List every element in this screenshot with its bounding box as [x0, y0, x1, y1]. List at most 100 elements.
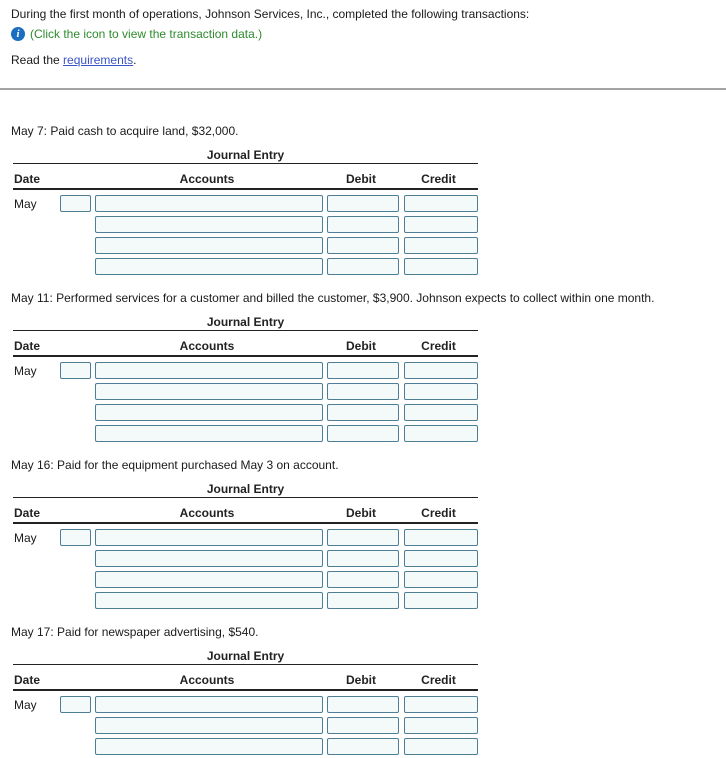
credit-input[interactable]: [404, 195, 478, 212]
credit-input[interactable]: [404, 571, 478, 588]
journal-entry-table: Journal Entry Date Accounts Debit Credit…: [13, 148, 478, 275]
debit-input[interactable]: [327, 362, 399, 379]
credit-input[interactable]: [404, 550, 478, 567]
account-input[interactable]: [95, 592, 323, 609]
table-header-rule: [13, 689, 478, 691]
account-input[interactable]: [95, 258, 323, 275]
credit-input[interactable]: [404, 383, 478, 400]
table-row: [13, 404, 478, 421]
table-top-rule: [13, 497, 478, 498]
table-header-row: Date Accounts Debit Credit: [13, 339, 478, 353]
account-input[interactable]: [95, 237, 323, 254]
debit-input[interactable]: [327, 529, 399, 546]
transactions-container: May 7: Paid cash to acquire land, $32,00…: [0, 123, 726, 758]
table-header-rule: [13, 355, 478, 357]
requirements-link[interactable]: requirements: [63, 53, 134, 67]
column-header-accounts: Accounts: [179, 506, 235, 520]
table-row: [13, 550, 478, 567]
table-row: [13, 425, 478, 442]
debit-input[interactable]: [327, 550, 399, 567]
column-header-date: Date: [14, 339, 41, 353]
transaction-section: May 11: Performed services for a custome…: [0, 290, 726, 442]
section-divider: [0, 88, 726, 90]
account-input[interactable]: [95, 362, 323, 379]
debit-input[interactable]: [327, 383, 399, 400]
table-row: [13, 383, 478, 400]
column-header-accounts: Accounts: [179, 673, 235, 687]
credit-input[interactable]: [404, 529, 478, 546]
column-header-credit: Credit: [421, 506, 456, 520]
transaction-section: May 16: Paid for the equipment purchased…: [0, 457, 726, 609]
account-input[interactable]: [95, 696, 323, 713]
table-row: [13, 258, 478, 275]
column-header-debit: Debit: [346, 673, 376, 687]
account-input[interactable]: [95, 717, 323, 734]
day-input[interactable]: [60, 696, 91, 713]
debit-input[interactable]: [327, 571, 399, 588]
account-input[interactable]: [95, 404, 323, 421]
transaction-prompt: May 11: Performed services for a custome…: [11, 291, 655, 305]
debit-input[interactable]: [327, 216, 399, 233]
table-row: [13, 237, 478, 254]
intro-text: During the first month of operations, Jo…: [11, 7, 530, 21]
account-input[interactable]: [95, 195, 323, 212]
account-input[interactable]: [95, 738, 323, 755]
column-header-accounts: Accounts: [179, 339, 235, 353]
debit-input[interactable]: [327, 195, 399, 212]
credit-input[interactable]: [404, 738, 478, 755]
table-row: May: [13, 362, 478, 379]
table-top-rule: [13, 330, 478, 331]
account-input[interactable]: [95, 216, 323, 233]
month-label: May: [14, 697, 37, 712]
table-top-rule: [13, 664, 478, 665]
table-header-row: Date Accounts Debit Credit: [13, 673, 478, 687]
intro-section: During the first month of operations, Jo…: [0, 0, 726, 68]
icon-caption: (Click the icon to view the transaction …: [30, 27, 263, 41]
debit-input[interactable]: [327, 738, 399, 755]
journal-entry-table: Journal Entry Date Accounts Debit Credit…: [13, 649, 478, 758]
transaction-prompt: May 7: Paid cash to acquire land, $32,00…: [11, 124, 239, 138]
table-rows: May: [13, 362, 478, 442]
account-input[interactable]: [95, 529, 323, 546]
credit-input[interactable]: [404, 696, 478, 713]
account-input[interactable]: [95, 383, 323, 400]
account-input[interactable]: [95, 571, 323, 588]
journal-entry-title: Journal Entry: [206, 315, 285, 329]
transaction-section: May 17: Paid for newspaper advertising, …: [0, 624, 726, 758]
debit-input[interactable]: [327, 696, 399, 713]
credit-input[interactable]: [404, 717, 478, 734]
credit-input[interactable]: [404, 362, 478, 379]
credit-input[interactable]: [404, 404, 478, 421]
debit-input[interactable]: [327, 592, 399, 609]
day-input[interactable]: [60, 195, 91, 212]
credit-input[interactable]: [404, 237, 478, 254]
table-row: [13, 738, 478, 755]
column-header-date: Date: [14, 172, 41, 186]
debit-input[interactable]: [327, 425, 399, 442]
debit-input[interactable]: [327, 258, 399, 275]
account-input[interactable]: [95, 425, 323, 442]
account-input[interactable]: [95, 550, 323, 567]
credit-input[interactable]: [404, 592, 478, 609]
column-header-date: Date: [14, 506, 41, 520]
info-icon[interactable]: i: [11, 27, 25, 41]
column-header-debit: Debit: [346, 506, 376, 520]
credit-input[interactable]: [404, 425, 478, 442]
debit-input[interactable]: [327, 717, 399, 734]
table-row: [13, 571, 478, 588]
day-input[interactable]: [60, 362, 91, 379]
credit-input[interactable]: [404, 216, 478, 233]
day-input[interactable]: [60, 529, 91, 546]
transaction-section: May 7: Paid cash to acquire land, $32,00…: [0, 123, 726, 275]
debit-input[interactable]: [327, 404, 399, 421]
debit-input[interactable]: [327, 237, 399, 254]
table-rows: May: [13, 195, 478, 275]
read-prefix: Read the: [11, 53, 64, 67]
credit-input[interactable]: [404, 258, 478, 275]
journal-entry-title: Journal Entry: [206, 148, 285, 162]
table-row: [13, 216, 478, 233]
table-row: May: [13, 696, 478, 713]
month-label: May: [14, 530, 37, 545]
column-header-credit: Credit: [421, 339, 456, 353]
table-row: May: [13, 529, 478, 546]
